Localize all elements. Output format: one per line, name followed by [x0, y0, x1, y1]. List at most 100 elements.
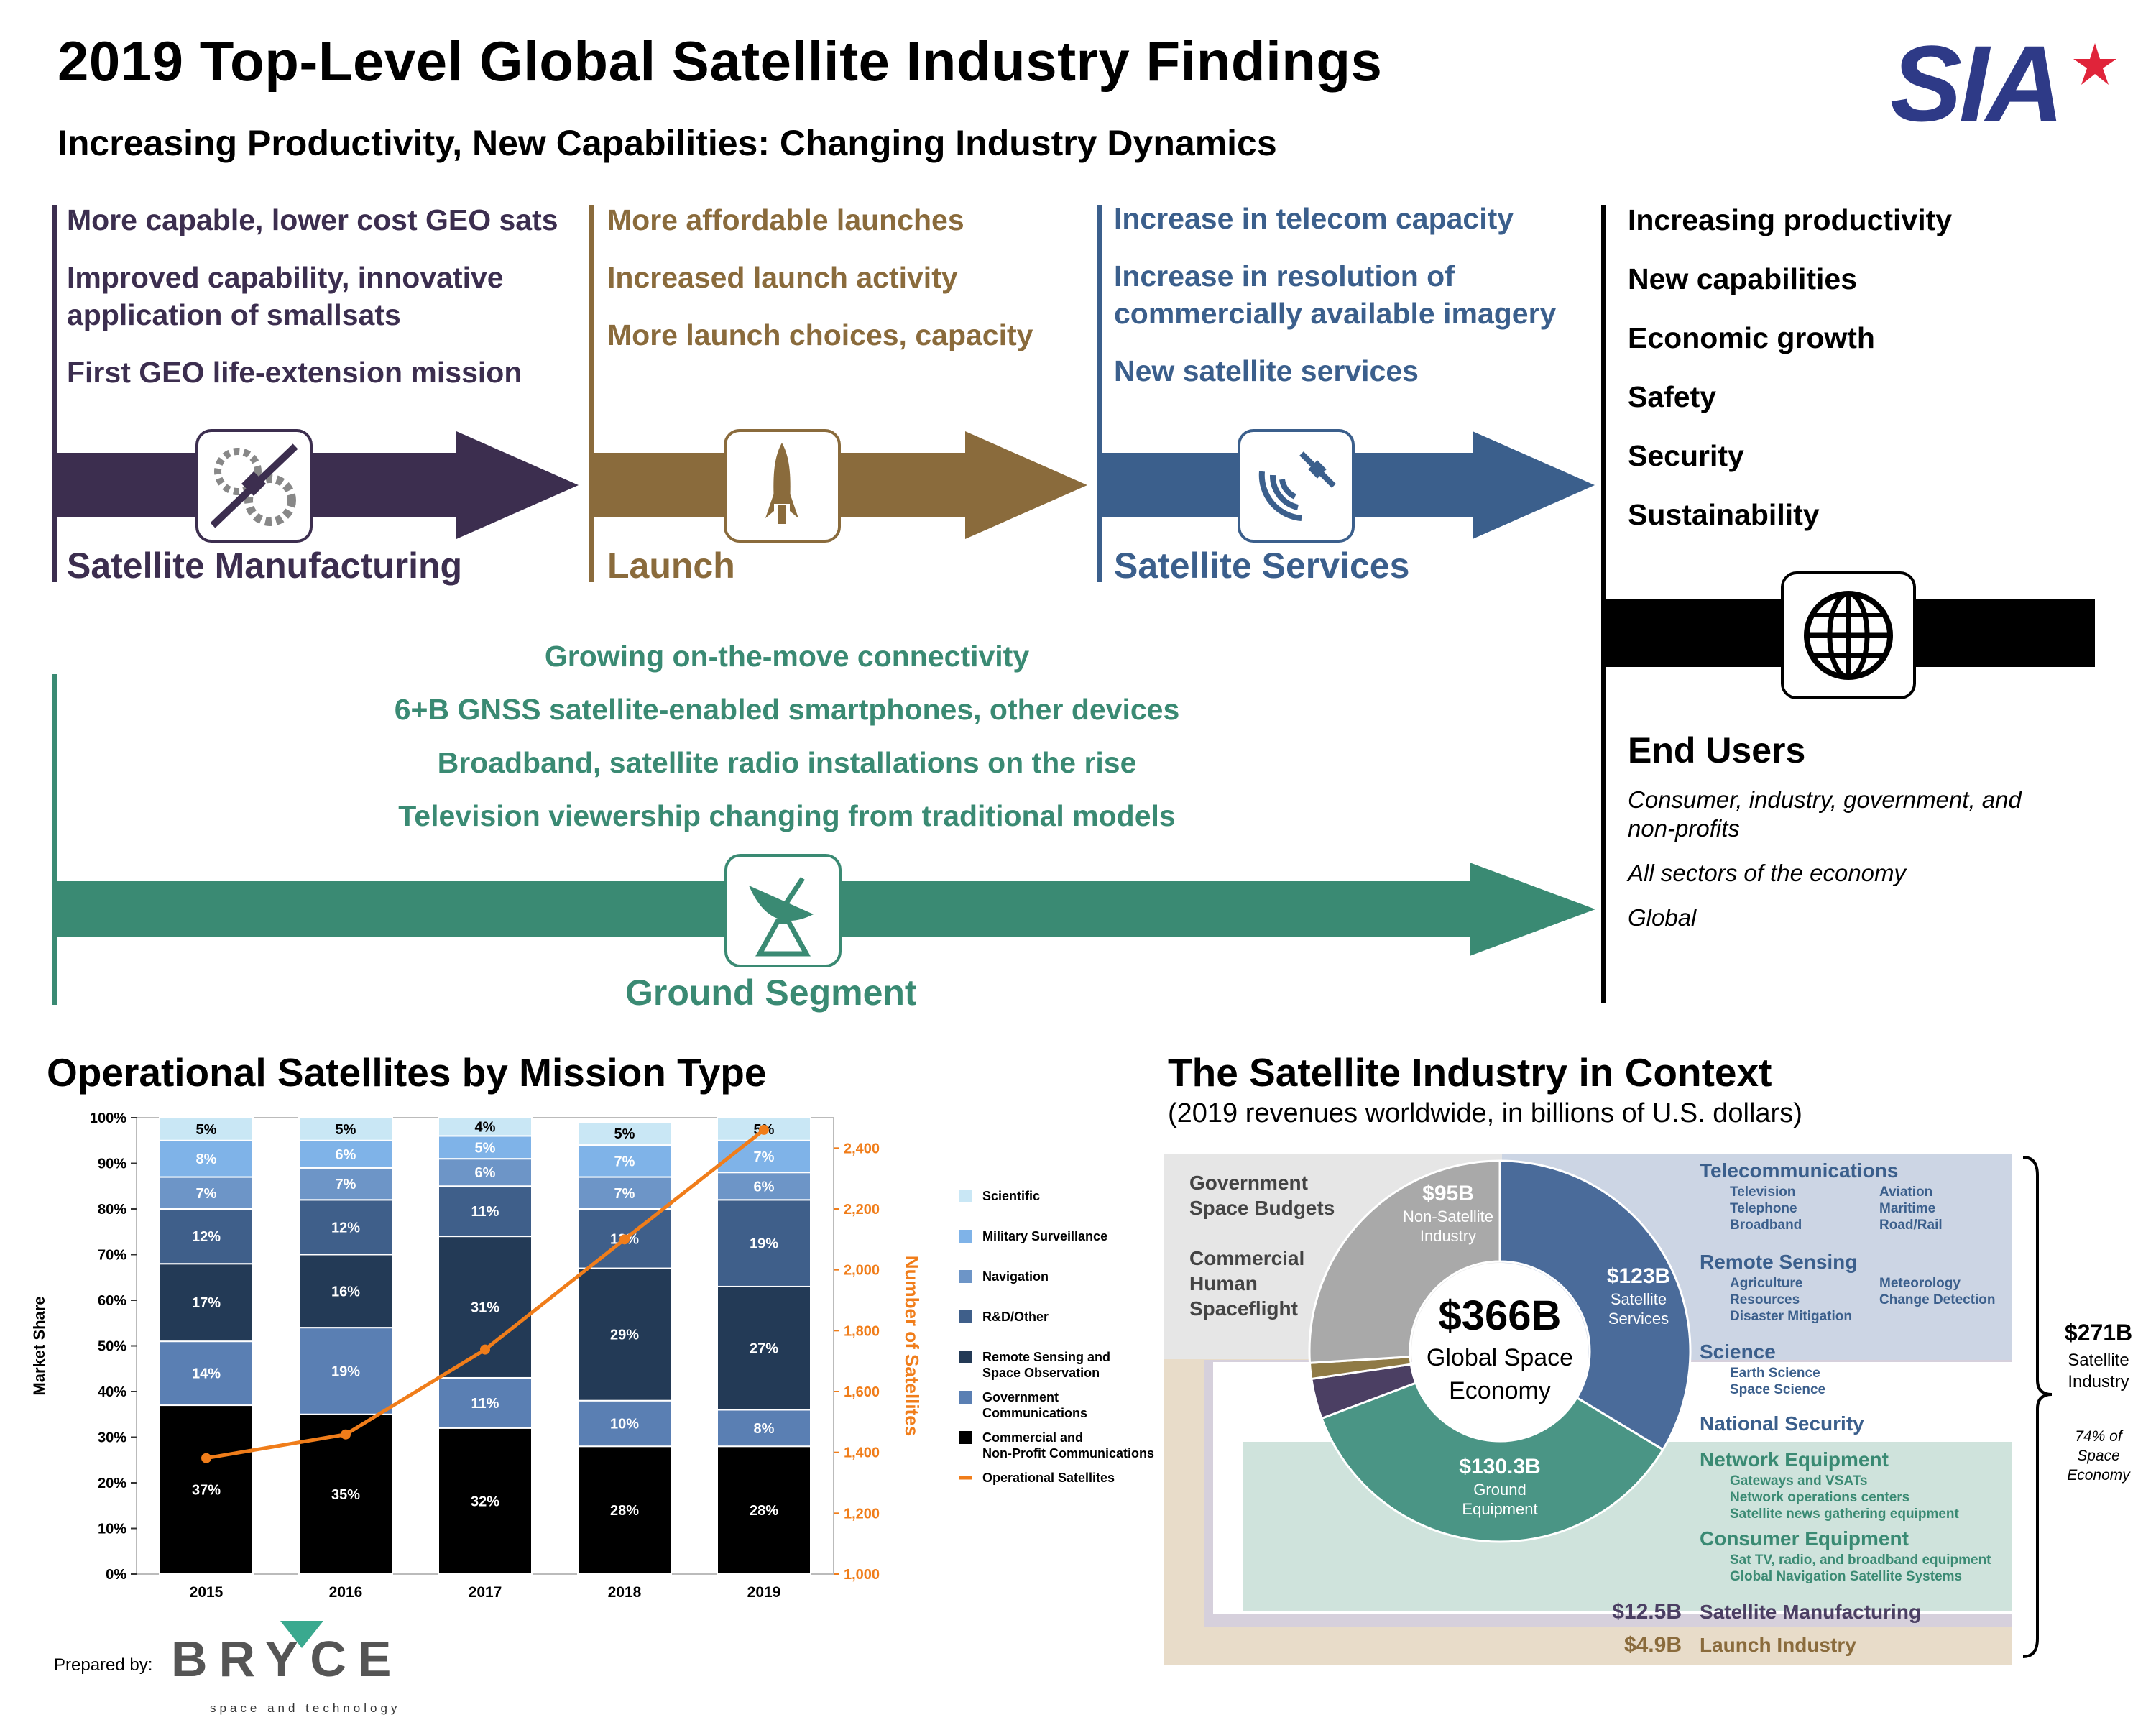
legend-label: R&D/Other [982, 1310, 1049, 1324]
bar-segment [717, 1445, 811, 1576]
bar-segment [438, 1117, 533, 1137]
context-subtitle: (2019 revenues worldwide, in billions of… [1168, 1098, 1802, 1128]
outcome-item: New capabilities [1628, 262, 1858, 295]
bar-data-label: 7% [614, 1186, 635, 1202]
legend-swatch [959, 1431, 972, 1444]
page-title: 2019 Top-Level Global Satellite Industry… [57, 29, 1383, 93]
non-sat-item: Commercial Human Spaceflight [1189, 1247, 1304, 1320]
legend-label: Scientific [982, 1189, 1040, 1203]
bar-segment [159, 1117, 254, 1141]
bar-segment [438, 1376, 533, 1429]
bar-data-label: 14% [192, 1366, 221, 1382]
bar-segment [717, 1172, 811, 1201]
x-tick-label: 2018 [608, 1584, 642, 1599]
line-point [341, 1429, 351, 1440]
launch-point: More launch choices, capacity [607, 318, 1033, 351]
star-icon [2073, 43, 2116, 85]
bar-data-label: 31% [471, 1300, 499, 1316]
bar-data-label: 8% [754, 1421, 775, 1437]
manufacturing-point: More capable, lower cost GEO sats [67, 203, 558, 236]
bar-data-label: 6% [754, 1179, 775, 1195]
x-tick-label: 2019 [747, 1584, 781, 1599]
pie-slice [1320, 1381, 1665, 1543]
end-users-heading: End Users [1628, 730, 1806, 770]
ground-points: Growing on-the-move connectivity 6+B GNS… [57, 640, 1516, 852]
legend-label: Government Communications [982, 1390, 1087, 1420]
context-category: Consumer Equipment [1700, 1527, 1909, 1550]
non-sat-value: $95B [1422, 1182, 1474, 1205]
bar-data-label: 7% [336, 1177, 356, 1192]
services-points: Increase in telecom capacity Increase in… [1114, 200, 1610, 410]
bar-data-label: 5% [614, 1126, 635, 1142]
context-bracket [2022, 1156, 2053, 1658]
y-tick-label: 0% [106, 1567, 126, 1583]
services-caption: Satellite Services [1608, 1290, 1669, 1328]
bar-segment [298, 1167, 393, 1201]
bar-data-label: 7% [196, 1186, 217, 1202]
bar-segment [159, 1404, 254, 1575]
outcome-item: Safety [1628, 380, 1717, 413]
ground-point: Television viewership changing from trad… [398, 799, 1176, 832]
bar-segment [159, 1208, 254, 1265]
bar-data-label: 35% [331, 1487, 360, 1503]
context-subitem: Network operations centers [1730, 1490, 1909, 1505]
bar-segment [159, 1263, 254, 1343]
y-axis-label: Market Share [30, 1296, 48, 1395]
services-divider [1097, 205, 1102, 582]
donut-hole [1411, 1263, 1588, 1440]
y-tick-label: 20% [98, 1476, 126, 1491]
satellite-signal-icon [1238, 429, 1355, 543]
bar-segment [577, 1176, 672, 1210]
satellite-dish-icon [724, 854, 842, 967]
context-subitem: Earth Science [1730, 1366, 1820, 1381]
manufacturing-divider [52, 205, 57, 582]
bar-data-label: 28% [610, 1503, 639, 1519]
bar-segment [159, 1340, 254, 1407]
y-tick-label: 40% [98, 1384, 126, 1400]
bar-segment [298, 1199, 393, 1256]
non-sat-item: Government Space Budgets [1189, 1172, 1335, 1219]
context-subitem: Resources [1730, 1292, 1800, 1307]
x-tick-label: 2015 [190, 1584, 224, 1599]
bar-segment [438, 1158, 533, 1187]
bar-data-label: 27% [750, 1341, 778, 1357]
legend-label: Military Surveillance [982, 1229, 1107, 1243]
legend-label: Operational Satellites [982, 1471, 1115, 1485]
bryce-logo-mark-icon [280, 1621, 323, 1648]
y-tick-label: 80% [98, 1202, 126, 1218]
legend-swatch [959, 1310, 972, 1323]
y-tick-label: 90% [98, 1156, 126, 1172]
bar-segment [438, 1185, 533, 1238]
end-users-line: All sectors of the economy [1628, 860, 1907, 886]
bar-data-label: 28% [750, 1503, 778, 1519]
legend-swatch [959, 1391, 972, 1404]
y2-tick-label: 2,400 [844, 1141, 880, 1156]
bryce-logo: BRYCE [171, 1631, 403, 1687]
line-point [619, 1234, 630, 1245]
services-label: Satellite Services [1114, 546, 1410, 586]
launch-divider [589, 205, 594, 582]
bar-segment [577, 1399, 672, 1448]
bar-data-label: 12% [331, 1220, 360, 1236]
context-subitem: Maritime [1879, 1201, 1935, 1216]
bar-segment [717, 1285, 811, 1411]
x-tick-label: 2017 [469, 1584, 502, 1599]
context-subitem: Space Science [1730, 1382, 1825, 1397]
context-subitem: Gateways and VSATs [1730, 1473, 1867, 1489]
bar-data-label: 37% [192, 1483, 221, 1499]
outcome-item: Security [1628, 439, 1744, 472]
legend-swatch [959, 1351, 972, 1363]
services-value: $123B [1607, 1264, 1670, 1288]
context-subitem: Broadband [1730, 1218, 1802, 1233]
bar-data-label: 12% [192, 1229, 221, 1245]
bar-data-label: 7% [614, 1154, 635, 1169]
bar-segment [159, 1176, 254, 1210]
outcome-item: Economic growth [1628, 321, 1875, 354]
context-subitem: Telephone [1730, 1201, 1797, 1216]
context-subitem: Road/Rail [1879, 1218, 1943, 1233]
context-subitem: Meteorology [1879, 1276, 1961, 1291]
manufacturing-point: First GEO life-extension mission [67, 356, 522, 389]
ground-point: Broadband, satellite radio installations… [437, 746, 1137, 779]
launch-point: Increased launch activity [607, 261, 958, 294]
y-tick-label: 70% [98, 1248, 126, 1264]
